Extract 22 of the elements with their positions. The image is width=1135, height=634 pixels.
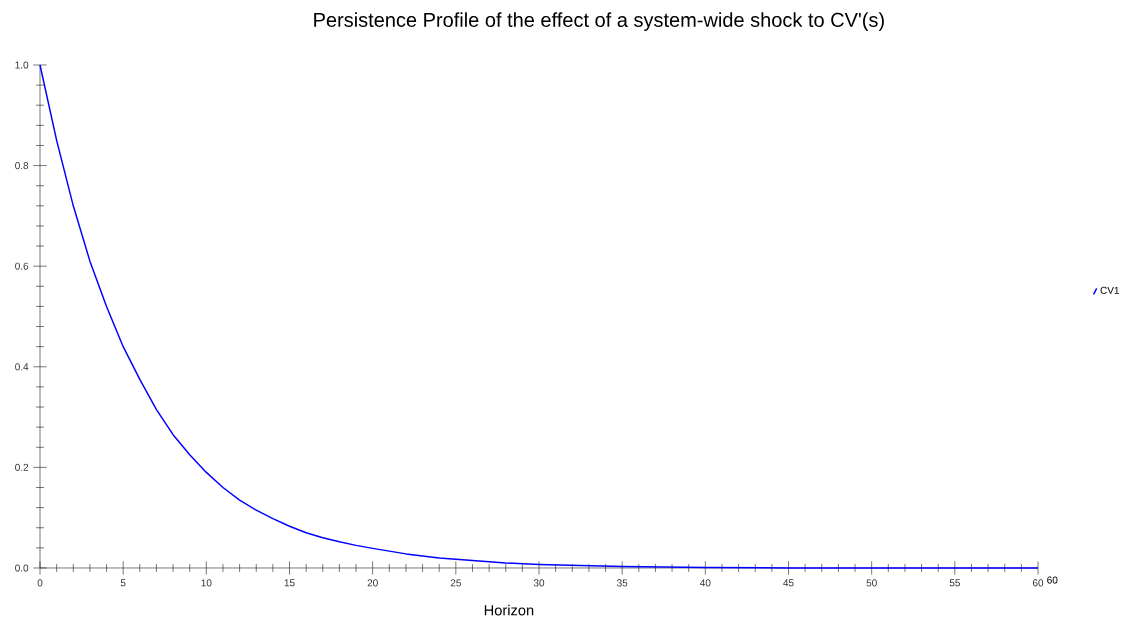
y-tick-label: 1.0 — [15, 61, 29, 69]
x-tick-label: 0 — [37, 579, 43, 587]
legend-label: CV1 — [1100, 286, 1120, 294]
x-tick-label: 40 — [700, 579, 711, 587]
x-tick-label: 15 — [284, 579, 295, 587]
y-tick-label: 0.0 — [15, 564, 29, 572]
x-tick-label: 55 — [949, 579, 960, 587]
chart-title: Persistence Profile of the effect of a system-wide shock to CV'(s) — [314, 12, 884, 31]
x-tick-label: 30 — [533, 579, 545, 587]
x-tick-label: 20 — [367, 579, 378, 587]
x-tick-label: 25 — [450, 579, 461, 587]
x-tick-label: 45 — [783, 579, 794, 587]
x-tick-label: 35 — [616, 579, 628, 587]
y-tick-label: 0.8 — [15, 162, 29, 170]
y-tick-label: 0.2 — [15, 463, 29, 471]
x-tick-label: 50 — [866, 579, 877, 587]
x-tick-label: 5 — [120, 579, 126, 587]
x-axis-title: Horizon — [484, 604, 534, 616]
y-tick-label: 0.4 — [15, 363, 29, 371]
x-tick-label: 10 — [201, 579, 212, 587]
x-tick-label: 60 — [1032, 579, 1044, 587]
y-tick-label: 0.6 — [15, 262, 29, 270]
